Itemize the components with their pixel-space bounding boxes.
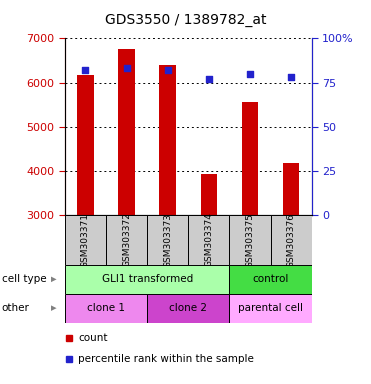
Point bbox=[165, 67, 171, 73]
Text: parental cell: parental cell bbox=[238, 303, 303, 313]
Bar bbox=[77, 74, 94, 215]
Text: clone 2: clone 2 bbox=[169, 303, 207, 313]
Bar bbox=[65, 294, 147, 323]
Text: GSM303375: GSM303375 bbox=[246, 212, 255, 268]
Bar bbox=[242, 101, 258, 215]
Bar bbox=[229, 265, 312, 294]
Bar bbox=[147, 294, 229, 323]
Bar bbox=[65, 265, 229, 294]
Text: clone 1: clone 1 bbox=[87, 303, 125, 313]
Text: other: other bbox=[2, 303, 30, 313]
Text: GSM303373: GSM303373 bbox=[163, 212, 172, 268]
Bar bbox=[160, 65, 176, 215]
Point bbox=[206, 76, 212, 82]
Text: GSM303371: GSM303371 bbox=[81, 212, 90, 268]
Point bbox=[288, 74, 294, 80]
Bar bbox=[65, 215, 106, 265]
Bar bbox=[270, 215, 312, 265]
Bar bbox=[229, 294, 312, 323]
Text: GSM303372: GSM303372 bbox=[122, 213, 131, 267]
Bar bbox=[283, 163, 299, 215]
Bar bbox=[106, 215, 147, 265]
Text: control: control bbox=[252, 274, 289, 285]
Bar bbox=[188, 215, 229, 265]
Text: GLI1 transformed: GLI1 transformed bbox=[102, 274, 193, 285]
Point bbox=[247, 71, 253, 77]
Point bbox=[124, 65, 129, 71]
Text: GSM303376: GSM303376 bbox=[286, 212, 296, 268]
Text: GSM303374: GSM303374 bbox=[204, 213, 213, 267]
Bar bbox=[147, 215, 188, 265]
Point bbox=[82, 67, 88, 73]
Text: count: count bbox=[78, 333, 108, 343]
Bar bbox=[118, 50, 135, 215]
Text: cell type: cell type bbox=[2, 274, 46, 285]
Text: GDS3550 / 1389782_at: GDS3550 / 1389782_at bbox=[105, 13, 266, 27]
Text: percentile rank within the sample: percentile rank within the sample bbox=[78, 354, 254, 364]
Bar bbox=[201, 174, 217, 215]
Bar bbox=[229, 215, 270, 265]
